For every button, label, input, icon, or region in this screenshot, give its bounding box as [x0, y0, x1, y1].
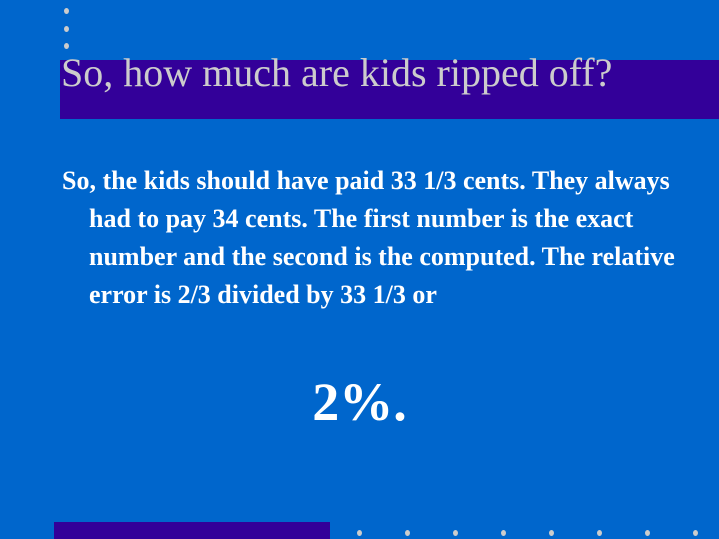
decorative-dot: [64, 8, 69, 14]
slide-body-text: So, the kids should have paid 33 1/3 cen…: [62, 166, 675, 309]
decorative-dot: [357, 530, 362, 536]
decorative-dot: [549, 530, 554, 536]
result-value: 2%.: [0, 370, 719, 434]
decorative-dot: [405, 530, 410, 536]
decorative-dot: [64, 26, 69, 32]
decorative-dot: [453, 530, 458, 536]
decorative-dot: [597, 530, 602, 536]
result-text: 2%.: [312, 372, 407, 432]
decorative-dot: [693, 530, 698, 536]
decorative-dot: [645, 530, 650, 536]
footer-accent-bar: [54, 522, 330, 539]
decorative-dot: [501, 530, 506, 536]
slide-title: So, how much are kids ripped off?: [61, 50, 613, 95]
decorative-dot: [64, 43, 69, 49]
title-accent-bar: [60, 60, 719, 119]
